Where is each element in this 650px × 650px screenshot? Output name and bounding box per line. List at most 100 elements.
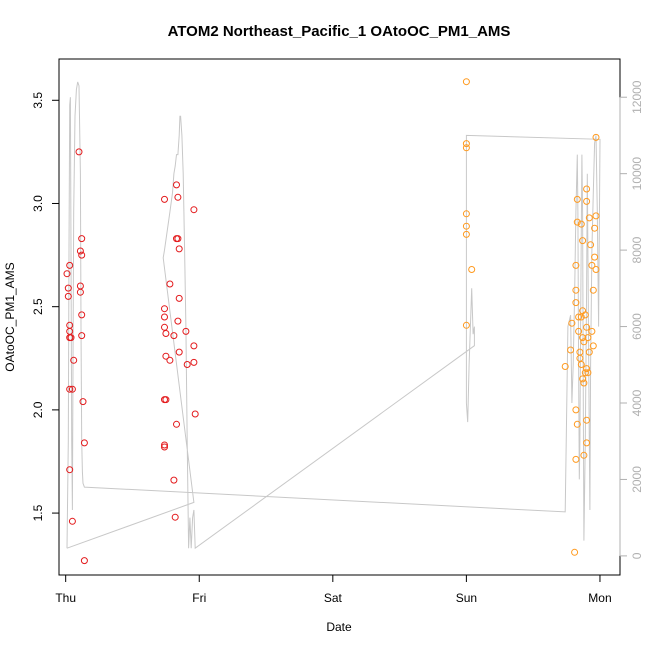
- y-tick-label: 1.5: [31, 504, 45, 521]
- x-axis: Thu Fri Sat Sun Mon: [55, 574, 612, 605]
- y2-tick-label: 10000: [630, 157, 644, 191]
- data-point: [63, 270, 71, 278]
- y2-tick-label: 4000: [630, 389, 644, 416]
- data-point: [182, 327, 190, 335]
- data-point: [68, 385, 76, 393]
- data-point: [462, 321, 470, 329]
- data-point: [80, 439, 88, 447]
- data-point: [573, 420, 581, 428]
- data-point: [162, 396, 170, 404]
- data-point: [67, 334, 75, 342]
- data-point: [166, 280, 174, 288]
- data-point: [583, 365, 591, 373]
- data-point: [170, 332, 178, 340]
- data-points: [63, 78, 600, 565]
- x-axis-label: Date: [326, 620, 352, 634]
- y-tick-label: 3.0: [31, 195, 45, 212]
- data-point: [583, 323, 591, 331]
- chart-title: ATOM2 Northeast_Pacific_1 OAtoOC_PM1_AMS: [168, 23, 511, 40]
- data-point: [567, 346, 575, 354]
- data-point: [76, 288, 84, 296]
- data-point: [174, 235, 182, 243]
- data-point: [589, 342, 597, 350]
- data-point: [66, 321, 74, 329]
- data-point: [68, 517, 76, 525]
- data-point: [80, 557, 88, 565]
- data-point: [583, 197, 591, 205]
- data-point: [561, 363, 569, 370]
- data-point: [579, 334, 587, 342]
- data-point: [577, 361, 585, 368]
- y-tick-label: 2.0: [31, 401, 45, 418]
- data-point: [190, 358, 198, 366]
- data-point: [592, 133, 600, 141]
- data-point: [577, 220, 585, 228]
- data-point: [589, 286, 597, 294]
- data-point: [64, 284, 72, 292]
- data-point: [66, 466, 74, 474]
- x-tick-label: Sat: [324, 591, 343, 605]
- data-point: [183, 361, 191, 368]
- data-point: [76, 247, 84, 255]
- data-point: [64, 292, 72, 300]
- data-point: [191, 410, 199, 418]
- data-point: [572, 406, 580, 414]
- data-point: [568, 319, 576, 327]
- data-point: [573, 195, 581, 203]
- data-point: [161, 323, 168, 331]
- data-point: [572, 455, 580, 463]
- data-point: [462, 140, 470, 148]
- data-point: [579, 375, 587, 383]
- data-point: [170, 476, 178, 484]
- data-point: [462, 210, 470, 218]
- data-point: [161, 441, 168, 449]
- data-point: [173, 181, 180, 189]
- data-point: [580, 379, 588, 387]
- data-point: [587, 241, 595, 249]
- data-point: [462, 230, 470, 238]
- data-point: [585, 348, 593, 356]
- data-point: [79, 398, 87, 406]
- data-point: [571, 548, 579, 556]
- data-point: [584, 369, 592, 377]
- data-point: [572, 299, 580, 307]
- data-point: [572, 261, 580, 269]
- y-axis-label: OAtoOC_PM1_AMS: [3, 262, 17, 371]
- data-point: [576, 348, 584, 356]
- data-point: [580, 451, 588, 459]
- y2-tick-label: 6000: [630, 313, 644, 340]
- data-point: [575, 327, 583, 335]
- data-point: [585, 214, 593, 222]
- data-point: [575, 313, 583, 321]
- data-point: [66, 261, 74, 269]
- data-point: [161, 313, 168, 321]
- data-point: [579, 237, 587, 245]
- y2-tick-label: 12000: [630, 80, 644, 114]
- y-axis: 1.5 2.0 2.5 3.0 3.5: [31, 92, 60, 521]
- data-point: [174, 317, 182, 325]
- data-point: [190, 206, 198, 214]
- data-point: [171, 513, 179, 521]
- data-point: [572, 286, 580, 294]
- data-point: [580, 338, 588, 346]
- data-point: [592, 212, 600, 220]
- y-tick-label: 3.5: [31, 92, 45, 109]
- data-point: [78, 332, 86, 340]
- data-point: [66, 385, 74, 393]
- data-point: [78, 235, 86, 243]
- plot-frame: [58, 58, 621, 576]
- altitude-line: [66, 81, 601, 550]
- data-point: [161, 443, 168, 451]
- data-point: [592, 266, 600, 273]
- data-point: [162, 352, 170, 360]
- data-point: [591, 253, 599, 261]
- data-point: [581, 311, 589, 319]
- data-point: [78, 251, 86, 259]
- data-point: [462, 144, 470, 152]
- altitude-series-line: [66, 81, 601, 550]
- data-point: [581, 369, 589, 377]
- data-point: [175, 294, 183, 302]
- data-point: [75, 148, 83, 156]
- data-point: [162, 330, 170, 337]
